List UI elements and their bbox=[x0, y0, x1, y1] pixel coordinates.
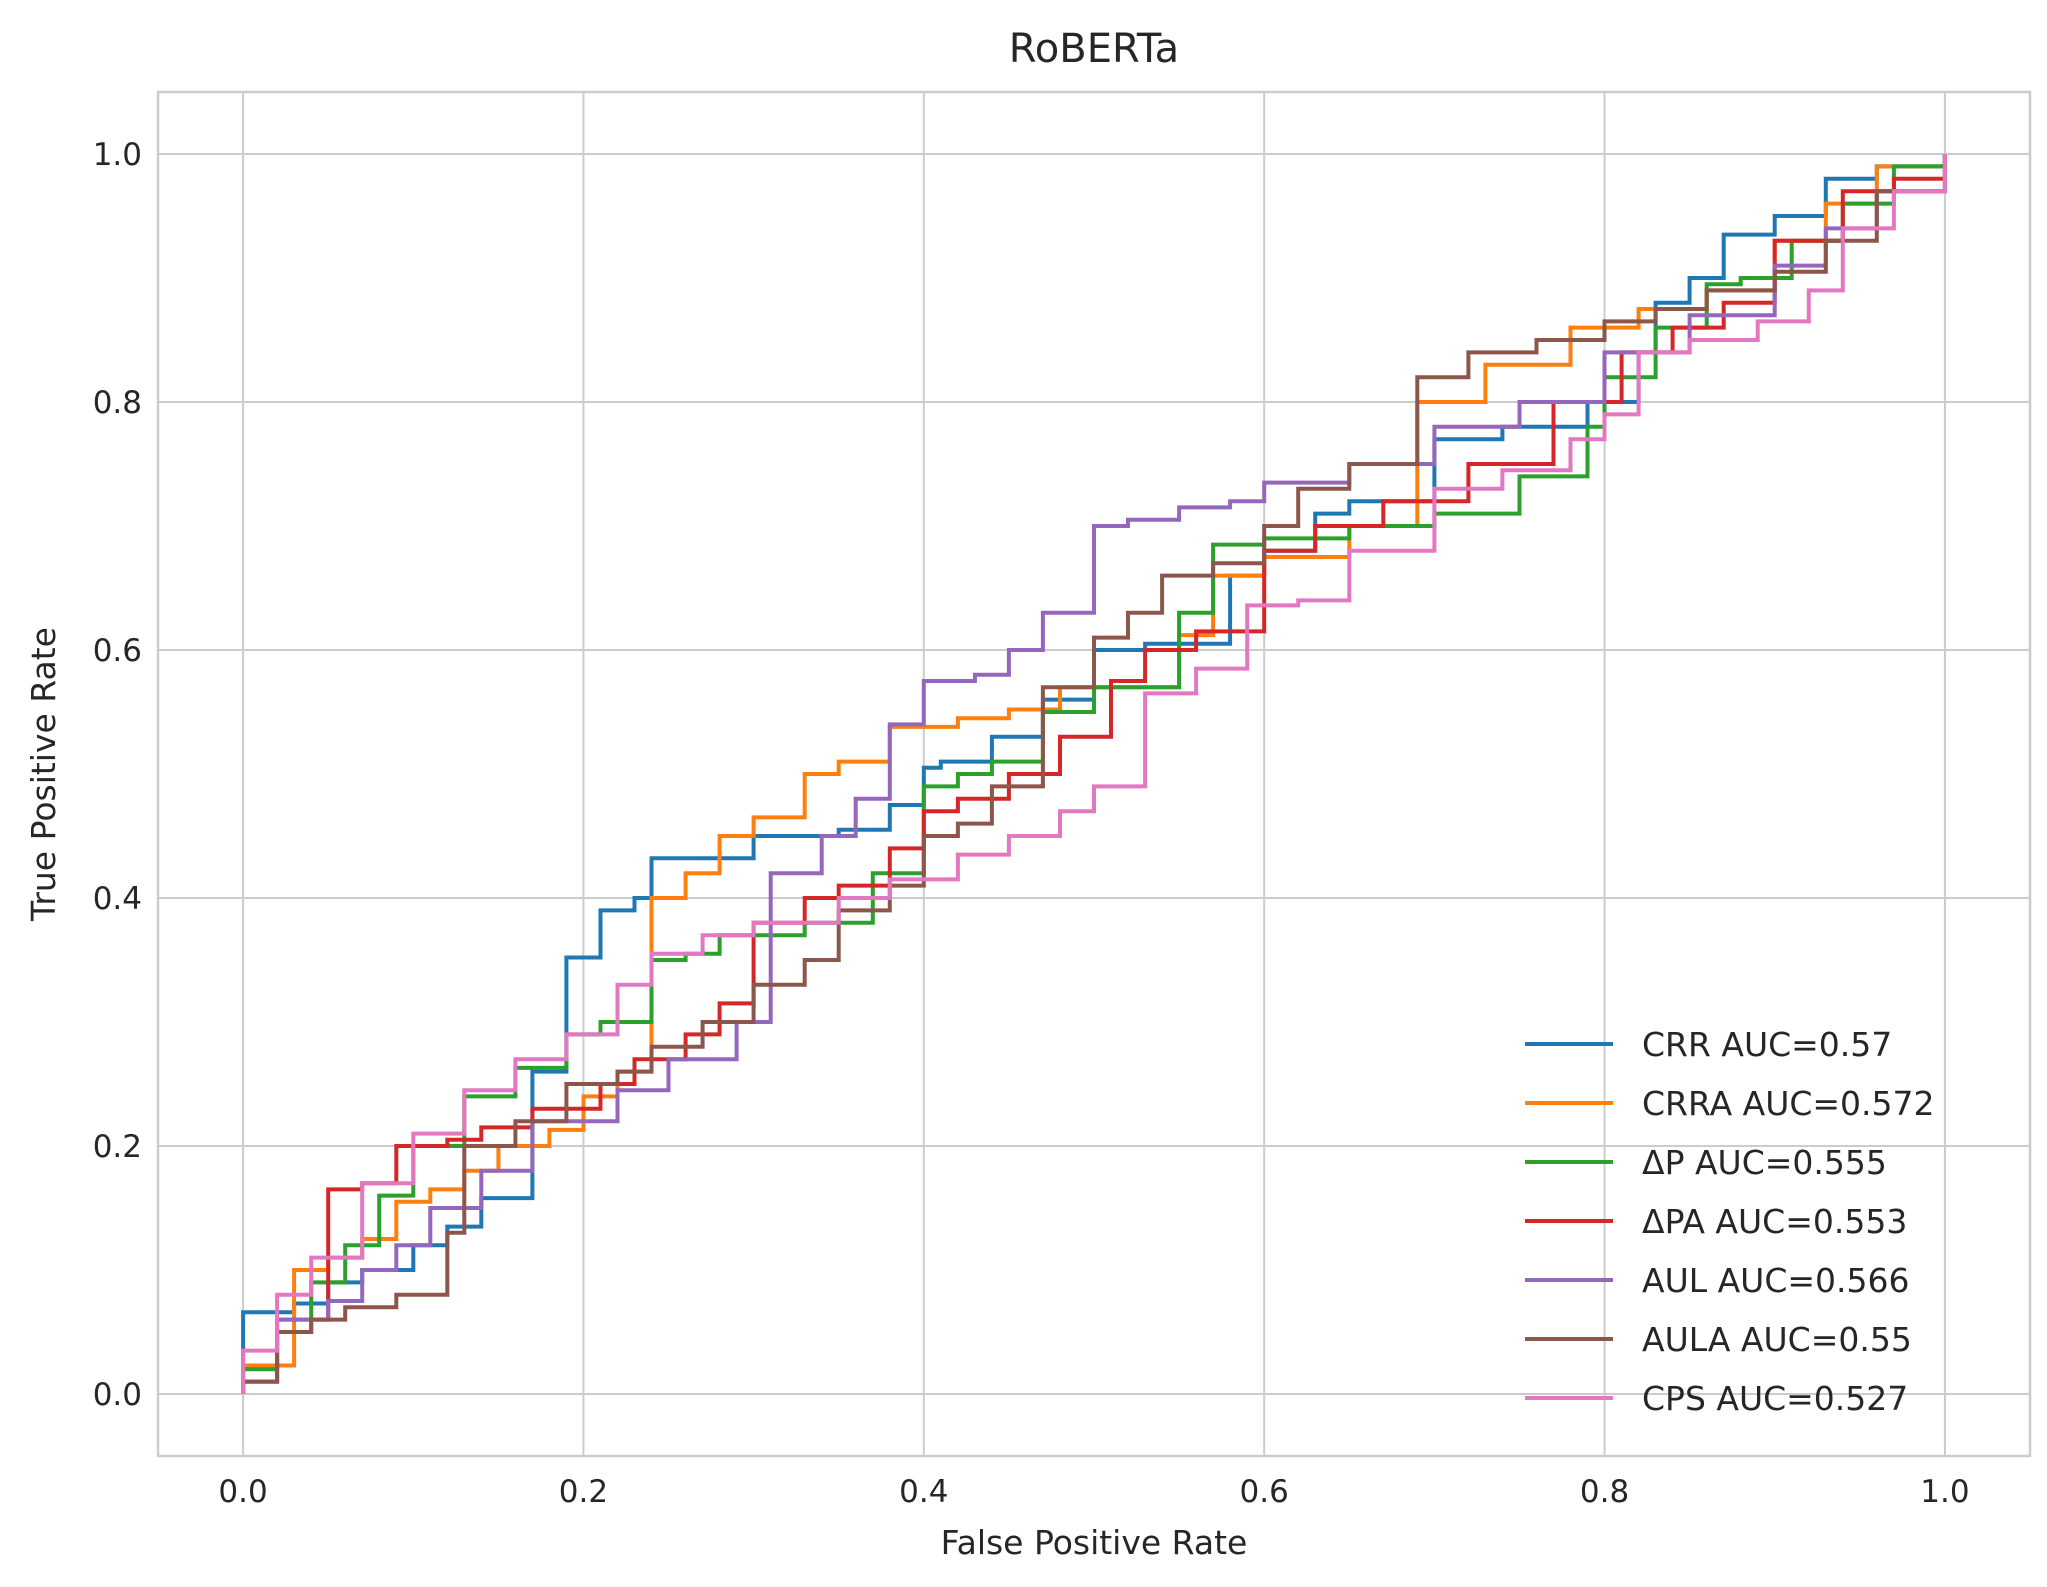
x-axis-label: False Positive Rate bbox=[941, 1523, 1248, 1562]
y-tick-label: 0.2 bbox=[93, 1129, 142, 1165]
y-ticks: 0.0 0.2 0.4 0.6 0.8 1.0 bbox=[93, 137, 142, 1413]
y-tick-label: 0.6 bbox=[93, 633, 142, 669]
x-tick-label: 0.6 bbox=[1240, 1474, 1289, 1510]
x-tick-label: 0.4 bbox=[899, 1474, 948, 1510]
legend-entry: CRR AUC=0.57 bbox=[1642, 1025, 1892, 1064]
legend-entry: ΔPA AUC=0.553 bbox=[1642, 1202, 1907, 1241]
x-ticks: 0.0 0.2 0.4 0.6 0.8 1.0 bbox=[218, 1474, 1969, 1510]
x-tick-label: 0.0 bbox=[218, 1474, 267, 1510]
legend-entry: CRRA AUC=0.572 bbox=[1642, 1084, 1935, 1123]
series-line-0 bbox=[241, 154, 1947, 1394]
legend-entry: ΔP AUC=0.555 bbox=[1642, 1143, 1887, 1182]
series-line-6 bbox=[241, 154, 1947, 1394]
legend-entry: CPS AUC=0.527 bbox=[1642, 1379, 1908, 1418]
x-tick-label: 1.0 bbox=[1920, 1474, 1969, 1510]
y-tick-label: 1.0 bbox=[93, 137, 142, 173]
legend-entry: AUL AUC=0.566 bbox=[1642, 1261, 1910, 1300]
plot-frame bbox=[156, 90, 2032, 1458]
x-tick-label: 0.2 bbox=[559, 1474, 608, 1510]
y-tick-label: 0.8 bbox=[93, 385, 142, 421]
chart-title: RoBERTa bbox=[1009, 26, 1179, 72]
series-line-5 bbox=[241, 154, 1947, 1394]
series-line-4 bbox=[241, 154, 1947, 1394]
legend-entry: AULA AUC=0.55 bbox=[1642, 1320, 1912, 1359]
y-tick-label: 0.0 bbox=[93, 1377, 142, 1413]
legend: CRR AUC=0.57 CRRA AUC=0.572 ΔP AUC=0.555 ΔP… bbox=[1525, 1025, 1935, 1418]
series-line-1 bbox=[241, 154, 1947, 1394]
x-tick-label: 0.8 bbox=[1580, 1474, 1629, 1510]
y-axis-label: True Positive Rate bbox=[24, 627, 63, 922]
y-tick-label: 0.4 bbox=[93, 881, 142, 917]
series-lines bbox=[241, 154, 1947, 1394]
